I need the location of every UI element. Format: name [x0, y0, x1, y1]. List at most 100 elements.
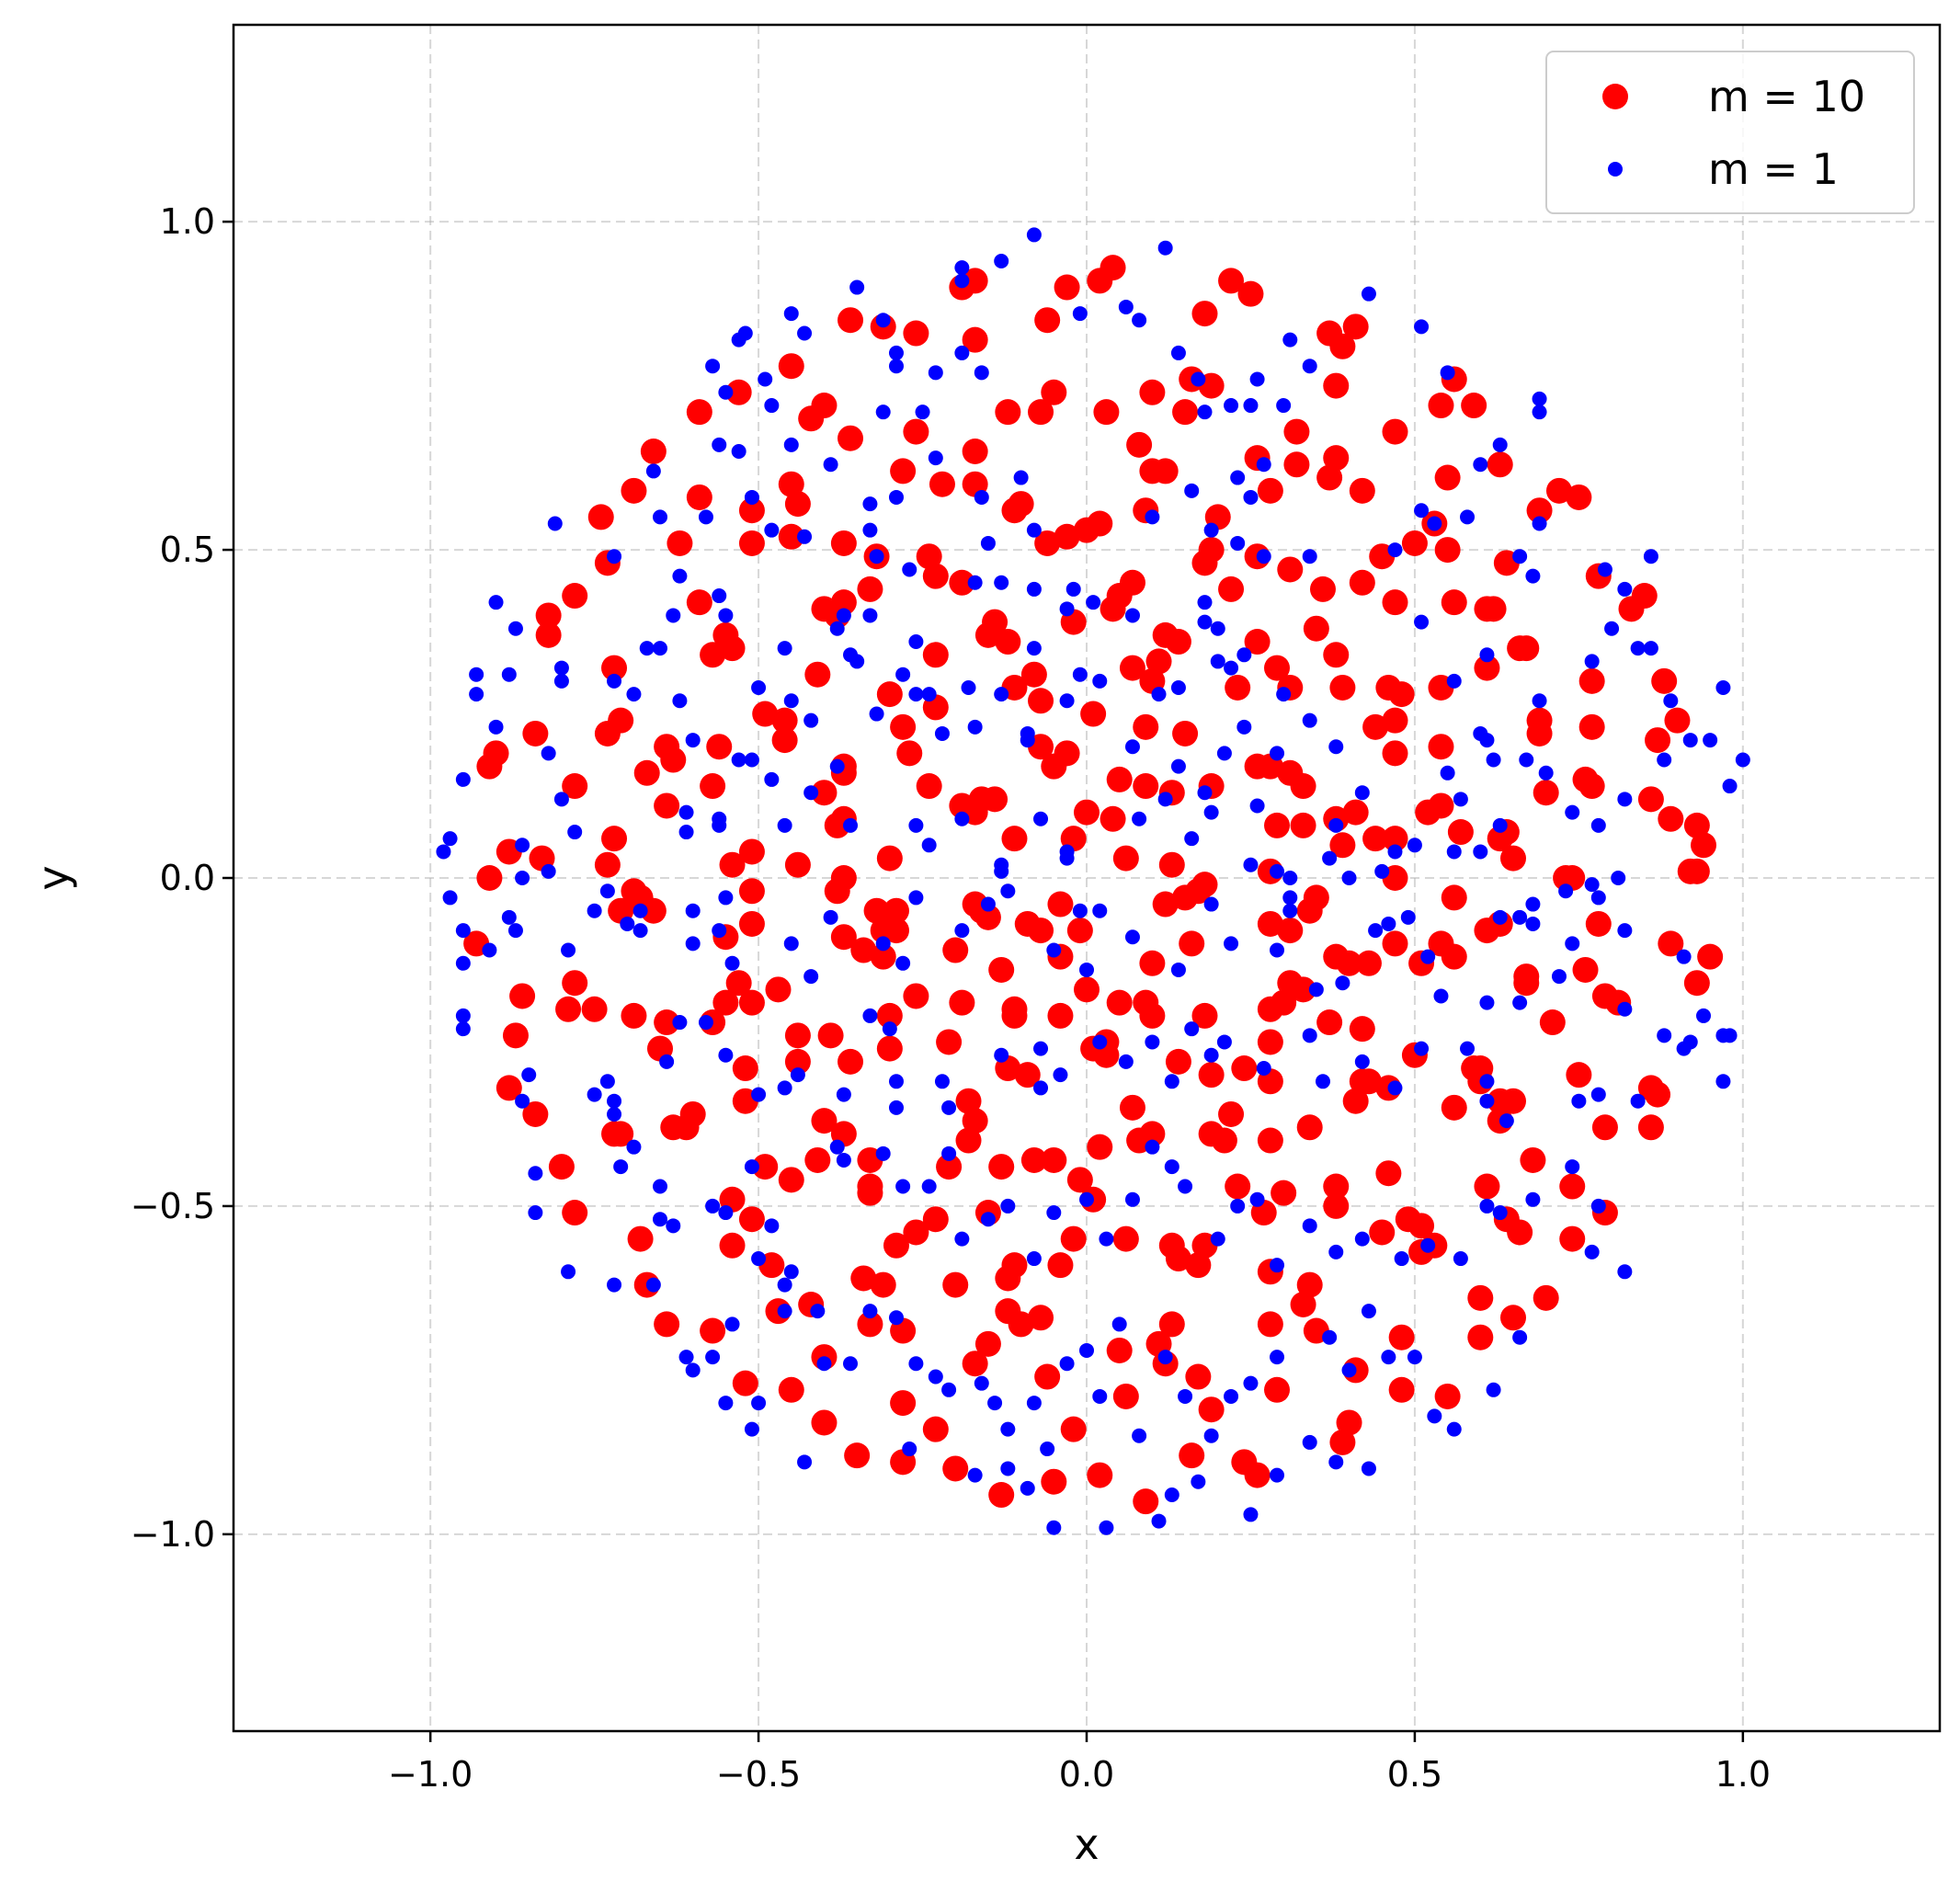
data-point [778, 1376, 804, 1403]
data-point [954, 811, 970, 826]
data-point [1111, 1316, 1127, 1332]
data-point [908, 1356, 924, 1372]
data-point [797, 1454, 813, 1470]
legend-frame [1545, 51, 1915, 214]
data-point [1323, 445, 1350, 472]
data-point [1355, 1068, 1382, 1095]
data-point [857, 576, 883, 602]
data-point [1572, 766, 1599, 792]
data-point [803, 712, 819, 728]
data-point [1139, 950, 1166, 976]
y-tick-label: −1.0 [131, 1514, 215, 1555]
data-point [862, 608, 878, 623]
data-point [1479, 733, 1495, 748]
data-point [1236, 647, 1252, 663]
data-point [1203, 522, 1219, 538]
data-point [1460, 1041, 1476, 1056]
x-tick-label: −0.5 [716, 1754, 801, 1795]
data-point [685, 1362, 701, 1378]
data-point [515, 871, 530, 885]
data-point [724, 1316, 740, 1332]
data-point [810, 1304, 826, 1319]
data-point [1276, 398, 1292, 414]
data-point [521, 1067, 537, 1083]
data-point [936, 1154, 963, 1180]
data-point [783, 1264, 799, 1280]
data-point [1302, 1028, 1317, 1043]
data-point [1112, 1383, 1139, 1409]
data-point [1118, 1054, 1134, 1069]
data-point [1060, 1225, 1087, 1252]
data-point [1532, 405, 1547, 420]
legend-label-m1: m = 1 [1708, 144, 1839, 194]
data-point [685, 903, 701, 918]
data-point [955, 1088, 982, 1114]
data-point [778, 353, 804, 380]
data-point [1361, 1304, 1376, 1319]
data-point [626, 1139, 642, 1155]
data-point [738, 910, 765, 937]
data-point [995, 1265, 1021, 1292]
data-point [1164, 1487, 1179, 1503]
data-point [1020, 661, 1047, 688]
data-point [607, 1277, 622, 1293]
data-point [1572, 956, 1599, 983]
data-point [863, 897, 890, 924]
data-point [1139, 1002, 1166, 1029]
data-point [1087, 1462, 1113, 1488]
grid-lines [234, 25, 1940, 1731]
data-point [1184, 483, 1200, 498]
data-point [1323, 1192, 1350, 1219]
data-point [678, 804, 694, 820]
data-point [1151, 1513, 1167, 1529]
data-point [1407, 1350, 1422, 1365]
data-point [962, 326, 988, 353]
data-point [718, 384, 734, 400]
data-point [1512, 995, 1528, 1010]
y-tick-label: −0.5 [131, 1186, 215, 1226]
data-point [1034, 307, 1061, 334]
y-tick-label: 0.5 [160, 530, 215, 570]
data-point [797, 529, 813, 544]
data-point [1080, 701, 1107, 727]
data-point [1231, 1055, 1258, 1082]
data-point [888, 1074, 904, 1089]
data-point [1133, 773, 1159, 800]
data-point [803, 969, 819, 985]
data-point [1296, 1271, 1323, 1298]
data-point [1092, 673, 1108, 689]
data-point [888, 1100, 904, 1115]
data-point [961, 679, 976, 695]
data-point [1132, 811, 1147, 826]
data-point [1124, 929, 1140, 945]
data-point [908, 687, 924, 702]
data-point [587, 903, 602, 918]
data-point [1040, 1442, 1055, 1457]
data-point [974, 489, 989, 505]
x-tick-label: 0.0 [1059, 1754, 1114, 1795]
data-point [601, 655, 628, 681]
data-point [1244, 1462, 1271, 1488]
data-point [1303, 615, 1329, 642]
data-point [928, 1369, 943, 1385]
data-point [535, 621, 562, 648]
data-point [824, 878, 850, 905]
data-point [1486, 752, 1501, 768]
data-point [1525, 916, 1541, 931]
data-point [974, 1375, 989, 1391]
data-point [1237, 280, 1264, 307]
data-point [843, 1356, 859, 1372]
data-point [1008, 1311, 1034, 1338]
data-point [455, 1021, 471, 1037]
data-point [922, 642, 949, 668]
data-point [1302, 549, 1317, 564]
data-point [1382, 740, 1408, 767]
data-point [850, 1265, 877, 1292]
data-point [679, 1100, 706, 1127]
data-point [922, 1206, 949, 1233]
data-point [660, 747, 687, 773]
data-point [1157, 240, 1173, 256]
data-point [777, 1304, 792, 1319]
data-point [725, 379, 752, 405]
data-point [778, 523, 804, 550]
